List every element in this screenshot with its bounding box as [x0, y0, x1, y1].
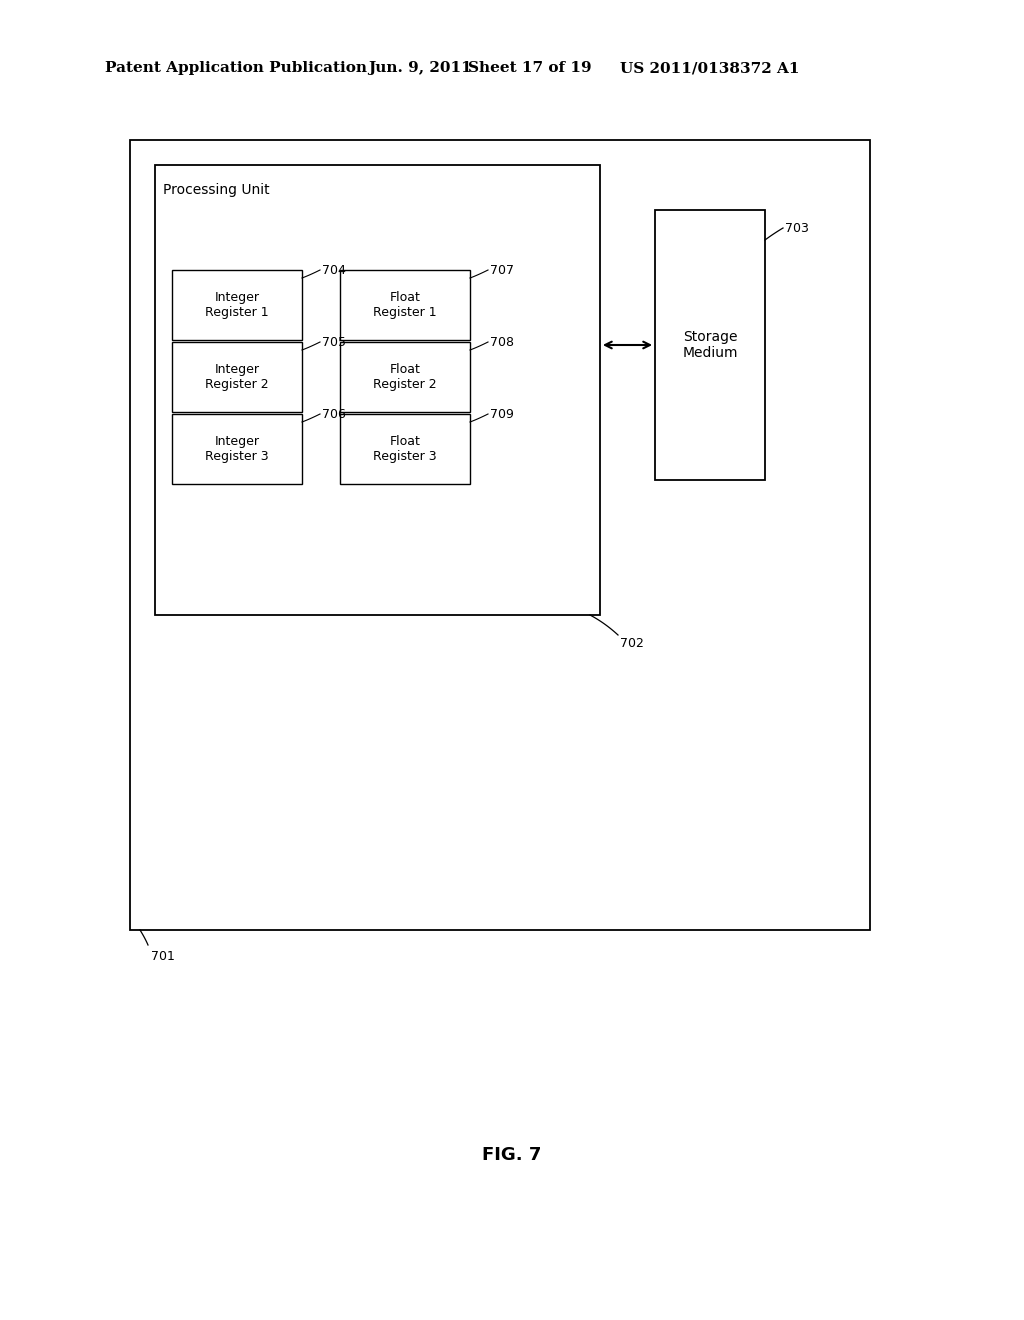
Text: 706: 706: [322, 408, 346, 421]
Text: Float
Register 3: Float Register 3: [373, 436, 437, 463]
Text: 702: 702: [620, 638, 644, 649]
Text: Float
Register 1: Float Register 1: [373, 290, 437, 319]
Bar: [340, 342, 470, 412]
Bar: [655, 210, 765, 480]
Text: Processing Unit: Processing Unit: [163, 183, 269, 197]
Text: Patent Application Publication: Patent Application Publication: [105, 61, 367, 75]
Text: 709: 709: [490, 408, 514, 421]
Text: US 2011/0138372 A1: US 2011/0138372 A1: [620, 61, 800, 75]
Bar: [155, 165, 600, 615]
Text: Integer
Register 3: Integer Register 3: [205, 436, 269, 463]
Text: Jun. 9, 2011: Jun. 9, 2011: [368, 61, 472, 75]
Text: Sheet 17 of 19: Sheet 17 of 19: [468, 61, 592, 75]
Bar: [340, 414, 470, 484]
Text: 701: 701: [151, 950, 175, 964]
Bar: [172, 342, 302, 412]
Text: 708: 708: [490, 335, 514, 348]
Text: 703: 703: [785, 222, 809, 235]
Bar: [130, 140, 870, 931]
Text: Integer
Register 1: Integer Register 1: [205, 290, 269, 319]
Text: Float
Register 2: Float Register 2: [373, 363, 437, 391]
Text: Storage
Medium: Storage Medium: [682, 330, 737, 360]
Text: 707: 707: [490, 264, 514, 276]
Text: 704: 704: [322, 264, 346, 276]
Text: Integer
Register 2: Integer Register 2: [205, 363, 269, 391]
Text: FIG. 7: FIG. 7: [482, 1146, 542, 1164]
Bar: [172, 271, 302, 341]
Bar: [340, 271, 470, 341]
Bar: [172, 414, 302, 484]
Text: 705: 705: [322, 335, 346, 348]
